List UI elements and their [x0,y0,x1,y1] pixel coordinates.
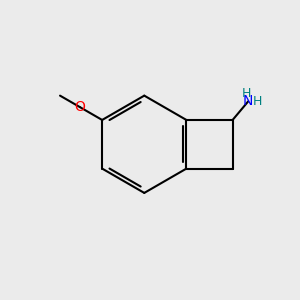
Text: O: O [74,100,85,114]
Text: H: H [253,95,262,108]
Text: H: H [242,87,251,100]
Text: N: N [243,94,254,108]
